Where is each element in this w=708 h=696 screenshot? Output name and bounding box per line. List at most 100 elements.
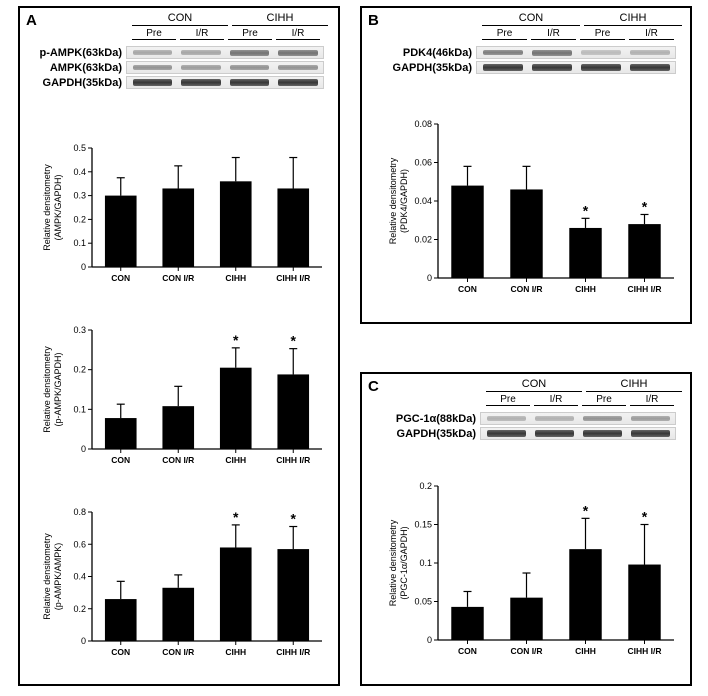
lane-sub: Pre (580, 28, 625, 40)
chart-pdk4-gapdh: 00.020.040.060.08CONCON I/R*CIHH*CIHH I/… (384, 112, 680, 312)
svg-text:0.8: 0.8 (73, 507, 86, 517)
blot-strip (126, 61, 324, 74)
chart-pgc1a-gapdh: 00.050.10.150.2CONCON I/R*CIHH*CIHH I/RR… (384, 474, 680, 674)
blot-band (278, 79, 318, 87)
blot-row: GAPDH(35kDa) (26, 76, 332, 89)
blot-band (487, 430, 526, 438)
blot-band (230, 50, 270, 56)
svg-text:CIHH I/R: CIHH I/R (276, 647, 310, 657)
blot-band (278, 50, 318, 56)
svg-text:(p-AMPK/GAPDH): (p-AMPK/GAPDH) (53, 352, 63, 426)
blot-band (630, 50, 670, 55)
lane-sub: I/R (630, 394, 674, 406)
lane-group-con: CON (486, 378, 582, 392)
lane-sub: I/R (180, 28, 224, 40)
lane-sub: Pre (132, 28, 176, 40)
blot-band (181, 50, 221, 55)
svg-text:(PGC-1α/GAPDH): (PGC-1α/GAPDH) (399, 526, 409, 599)
lane-sub: Pre (228, 28, 272, 40)
svg-text:*: * (291, 511, 297, 527)
blot-strip (126, 76, 324, 89)
panel-c-label: C (368, 378, 379, 395)
svg-text:*: * (583, 502, 589, 518)
lane-group-con: CON (132, 12, 228, 26)
blot-row: GAPDH(35kDa) (368, 427, 686, 440)
svg-text:0.1: 0.1 (73, 238, 86, 248)
panel-c-blots: PGC-1α(88kDa) GAPDH(35kDa) (368, 412, 686, 442)
svg-text:Relative densitometry: Relative densitometry (388, 157, 398, 244)
blot-label: GAPDH(35kDa) (368, 428, 480, 440)
blot-row: PGC-1α(88kDa) (368, 412, 686, 425)
lane-group-con: CON (482, 12, 580, 26)
blot-band (278, 65, 318, 70)
svg-text:0.4: 0.4 (73, 167, 86, 177)
svg-text:0.08: 0.08 (414, 119, 432, 129)
blot-band (532, 50, 572, 56)
svg-text:CIHH: CIHH (225, 647, 246, 657)
svg-text:CIHH: CIHH (575, 646, 596, 656)
svg-text:CON: CON (111, 647, 130, 657)
panel-b-blot-header: CON CIHH Pre I/R Pre I/R (480, 12, 684, 40)
svg-text:0: 0 (81, 262, 86, 272)
blot-label: GAPDH(35kDa) (26, 77, 126, 89)
blot-label: p-AMPK(63kDa) (26, 47, 126, 59)
svg-text:0.05: 0.05 (414, 597, 432, 607)
blot-band (483, 64, 523, 72)
blot-band (581, 50, 621, 54)
svg-text:0: 0 (427, 273, 432, 283)
blot-band (631, 430, 670, 438)
svg-text:CON I/R: CON I/R (162, 273, 194, 283)
blot-strip (480, 427, 676, 440)
svg-text:CIHH I/R: CIHH I/R (628, 284, 662, 294)
svg-text:CON I/R: CON I/R (510, 284, 542, 294)
panel-b-label: B (368, 12, 379, 29)
blot-band (630, 64, 670, 72)
svg-text:*: * (291, 333, 297, 349)
svg-text:Relative densitometry: Relative densitometry (42, 346, 52, 433)
svg-text:0.2: 0.2 (73, 365, 86, 375)
svg-text:0.5: 0.5 (73, 143, 86, 153)
blot-row: p-AMPK(63kDa) (26, 46, 332, 59)
svg-text:*: * (642, 509, 648, 525)
lane-group-cihh: CIHH (586, 378, 682, 392)
blot-band (133, 50, 173, 55)
blot-band (532, 64, 572, 72)
blot-strip (476, 46, 676, 59)
blot-band (483, 50, 523, 56)
panel-a-label: A (26, 12, 37, 29)
panel-a-blots: p-AMPK(63kDa) AMPK(63kDa) GAPDH(35kDa) (26, 46, 332, 91)
lane-sub: I/R (629, 28, 674, 40)
lane-sub: I/R (276, 28, 320, 40)
svg-text:(PDK4/GAPDH): (PDK4/GAPDH) (399, 169, 409, 233)
panel-b: B CON CIHH Pre I/R Pre I/R PDK4(46kDa) GA… (360, 6, 692, 324)
blot-row: GAPDH(35kDa) (368, 61, 686, 74)
blot-label: PDK4(46kDa) (368, 47, 476, 59)
lane-group-cihh: CIHH (584, 12, 682, 26)
svg-text:0: 0 (81, 444, 86, 454)
svg-text:*: * (642, 198, 648, 214)
svg-text:(AMPK/GAPDH): (AMPK/GAPDH) (53, 174, 63, 240)
blot-band (133, 65, 173, 70)
chart-pampk-gapdh: 00.10.20.3CONCON I/R*CIHH*CIHH I/RRelati… (38, 318, 328, 483)
blot-band (230, 65, 270, 70)
svg-text:CIHH: CIHH (575, 284, 596, 294)
svg-text:CIHH I/R: CIHH I/R (628, 646, 662, 656)
svg-text:Relative densitometry: Relative densitometry (42, 164, 52, 251)
blot-strip (480, 412, 676, 425)
panel-c-blot-header: CON CIHH Pre I/R Pre I/R (484, 378, 684, 406)
svg-text:0.2: 0.2 (419, 481, 432, 491)
chart-ampk-gapdh: 00.10.20.30.40.5CONCON I/RCIHHCIHH I/RRe… (38, 136, 328, 301)
panel-c: C CON CIHH Pre I/R Pre I/R PGC-1α(88kDa)… (360, 372, 692, 686)
blot-band (583, 430, 622, 438)
svg-text:0.1: 0.1 (73, 404, 86, 414)
svg-text:0.15: 0.15 (414, 520, 432, 530)
svg-text:0.2: 0.2 (73, 604, 86, 614)
blot-band (181, 65, 221, 70)
svg-text:0: 0 (81, 636, 86, 646)
blot-row: AMPK(63kDa) (26, 61, 332, 74)
svg-text:0.06: 0.06 (414, 158, 432, 168)
svg-text:*: * (233, 509, 239, 525)
svg-text:CON I/R: CON I/R (162, 455, 194, 465)
svg-text:0.2: 0.2 (73, 214, 86, 224)
blot-band (631, 416, 670, 421)
